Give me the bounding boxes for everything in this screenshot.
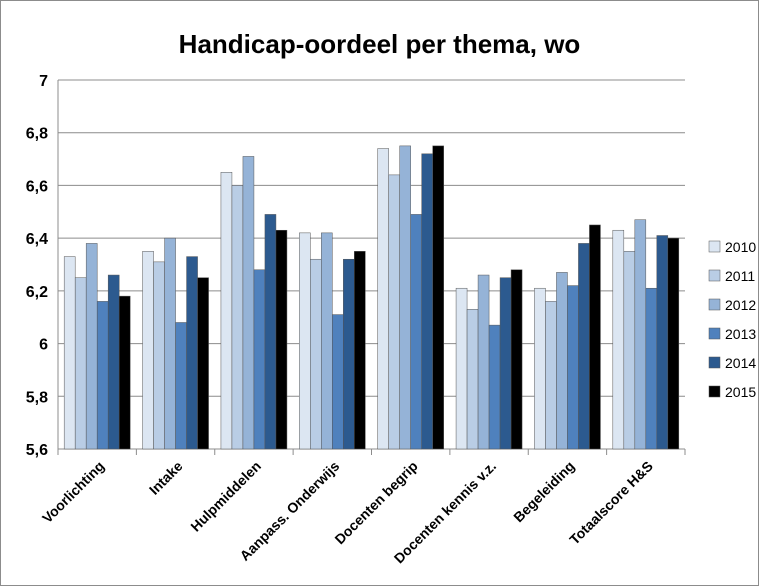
bar-2012	[321, 232, 333, 450]
bar-2015	[197, 277, 209, 450]
bar-2013	[96, 301, 109, 450]
y-tick-label: 6,6	[26, 178, 48, 195]
bar-2010	[612, 229, 625, 450]
category-label: Docenten begrip	[331, 458, 420, 547]
legend-swatch	[708, 356, 721, 369]
bar-2015	[118, 295, 131, 450]
bar-2014	[578, 243, 590, 450]
bar-2015	[589, 224, 601, 450]
legend-label: 2014	[725, 355, 756, 371]
bar-2014	[107, 274, 120, 450]
y-tick-label: 6,4	[26, 231, 48, 248]
category-label: Begeleiding	[510, 458, 577, 525]
bar-2015	[432, 145, 444, 450]
chart-title: Handicap-oordeel per thema, wo	[178, 29, 581, 59]
bar-2013	[332, 314, 344, 450]
y-tick-label: 6	[39, 337, 48, 354]
bar-2014	[421, 153, 433, 450]
bar-2012	[242, 156, 255, 450]
legend-swatch	[708, 327, 721, 340]
bar-2012	[85, 243, 98, 450]
bar-2014	[499, 277, 512, 450]
y-tick-label: 6,2	[26, 284, 48, 301]
y-tick-label: 7	[39, 73, 48, 90]
bar-2012	[556, 272, 568, 450]
bar-2012	[634, 219, 647, 450]
bar-2015	[510, 269, 523, 450]
legend-label: 2010	[725, 239, 756, 255]
category-label: Voorlichting	[39, 458, 107, 526]
legend-label: 2013	[725, 326, 756, 342]
category-label: Hulpmiddelen	[187, 458, 264, 535]
bar-2013	[488, 324, 501, 450]
legend-swatch	[708, 240, 721, 253]
legend-label: 2015	[725, 384, 756, 400]
bar-2011	[310, 258, 322, 450]
bar-2015	[667, 237, 680, 450]
bar-2010	[142, 251, 154, 450]
bar-2011	[153, 261, 165, 450]
bar-2013	[175, 322, 187, 450]
bar-2015	[354, 251, 366, 450]
bar-2010	[377, 148, 389, 450]
bar-2011	[74, 277, 87, 450]
legend-label: 2011	[725, 268, 755, 284]
y-tick-label: 5,8	[26, 389, 48, 406]
bar-2010	[534, 287, 546, 450]
bar-2013	[567, 285, 579, 450]
legend-label: 2012	[725, 297, 756, 313]
bar-2012	[477, 274, 490, 450]
bar-2010	[455, 287, 468, 450]
bar-2011	[545, 301, 557, 450]
y-tick-label: 6,8	[26, 126, 48, 143]
bar-2012	[164, 237, 176, 450]
bar-2011	[388, 174, 400, 450]
bar-2014	[343, 258, 355, 450]
bar-2011	[466, 309, 479, 450]
bar-2012	[399, 145, 411, 450]
bar-2011	[623, 251, 636, 450]
bar-2010	[63, 256, 76, 450]
bar-2014	[186, 256, 198, 450]
bar-2014	[264, 214, 277, 450]
legend-swatch	[708, 298, 721, 311]
bar-2013	[410, 214, 422, 450]
legend-swatch	[708, 269, 721, 282]
y-tick-label: 5,6	[26, 442, 48, 459]
category-label: Intake	[146, 458, 186, 498]
bar-2010	[220, 172, 233, 450]
bar-2010	[299, 232, 311, 450]
bar-2014	[656, 235, 669, 450]
category-label: Totaalscore H&S	[566, 458, 656, 548]
legend-swatch	[708, 385, 721, 398]
bar-2011	[231, 185, 244, 450]
bar-2013	[253, 269, 266, 450]
bar-2013	[645, 287, 658, 450]
bar-2015	[275, 229, 288, 450]
